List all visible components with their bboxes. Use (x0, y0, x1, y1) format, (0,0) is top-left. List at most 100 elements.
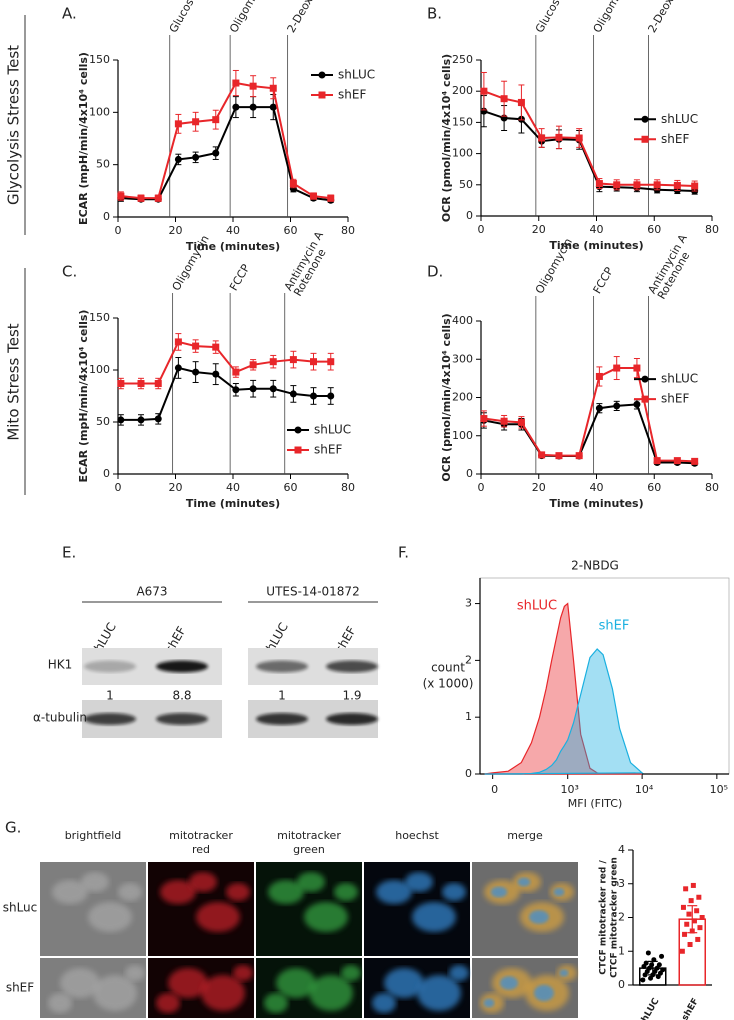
x-tick-label: 10⁵ (710, 783, 728, 796)
marker (656, 962, 662, 968)
cell (168, 968, 208, 998)
legend-label: shEF (338, 88, 366, 102)
marker (688, 898, 694, 904)
series-line (120, 366, 331, 421)
column-label: hoechst (395, 829, 439, 842)
y-tick-label: 1 (618, 944, 625, 957)
panel-label: C. (62, 263, 77, 281)
row-label: shEF (6, 981, 34, 995)
marker (691, 182, 699, 190)
y-tick-label: 150 (452, 115, 473, 128)
marker (327, 194, 335, 202)
marker (294, 446, 302, 454)
marker (480, 415, 488, 423)
series-line (120, 81, 331, 200)
cell (189, 872, 217, 892)
y-tick-label: 1 (465, 710, 472, 723)
series-label: shEF (599, 619, 630, 634)
marker (480, 107, 488, 115)
marker (249, 103, 257, 111)
nucleus (483, 998, 495, 1008)
marker (137, 416, 145, 424)
x-axis-label: Time (minutes) (186, 240, 280, 253)
marker (575, 134, 583, 142)
column-label: mitotracker (277, 829, 341, 842)
series-label: shLUC (517, 599, 557, 614)
band-ratio: 1 (278, 689, 286, 703)
cell (60, 968, 100, 998)
y-tick-label: 50 (96, 415, 110, 428)
x-tick-label: 40 (226, 224, 240, 237)
panel-label: G. (5, 819, 21, 837)
x-tick-label: 0 (115, 481, 122, 494)
marker (289, 356, 297, 364)
marker (595, 404, 603, 412)
event-label: FCCP (227, 262, 253, 293)
marker (232, 368, 240, 376)
marker (212, 370, 220, 378)
marker (174, 338, 182, 346)
x-axis-label: Time (minutes) (549, 497, 643, 510)
event-label: 2-Deoxyglucose (645, 0, 700, 35)
x-tick-label: 80 (341, 481, 355, 494)
event-label: Glucose (533, 0, 566, 35)
nucleus (529, 910, 549, 924)
x-tick-label: 0 (491, 783, 498, 796)
cell (297, 872, 325, 892)
band-ratio: 8.8 (172, 689, 191, 703)
y-tick-label: 100 (452, 429, 473, 442)
blot-group-label: UTES-14-01872 (266, 585, 359, 599)
event-label: FCCP (591, 265, 617, 296)
marker (695, 936, 701, 942)
marker (690, 882, 696, 888)
marker (687, 942, 693, 947)
cell (309, 975, 353, 1011)
y-tick-label: 250 (452, 53, 473, 66)
y-tick-label: 200 (452, 391, 473, 404)
marker (641, 395, 649, 403)
x-tick-label: 0 (115, 224, 122, 237)
nucleus (500, 976, 518, 990)
blot-row-label: HK1 (48, 658, 73, 672)
nucleus (517, 877, 531, 887)
nucleus (559, 969, 569, 977)
marker (174, 120, 182, 128)
x-tick-label: shEF (680, 997, 701, 1020)
marker (192, 153, 200, 161)
x-tick-label: 40 (590, 481, 604, 494)
marker (653, 181, 661, 189)
marker (538, 134, 546, 142)
x-tick-label: 0 (478, 223, 485, 236)
marker (633, 364, 641, 372)
marker (249, 361, 257, 369)
nucleus (553, 887, 565, 897)
marker (538, 451, 546, 459)
marker (683, 886, 689, 892)
blot-band (326, 660, 378, 673)
marker (555, 133, 563, 141)
y-axis-label: OCR (pmol/min/4x10⁴ cells) (440, 54, 453, 222)
marker (686, 911, 692, 917)
x-tick-label: 20 (532, 481, 546, 494)
marker (269, 103, 277, 111)
cell (276, 968, 316, 998)
y-tick-label: 400 (452, 314, 473, 327)
x-tick-label: 20 (532, 223, 546, 236)
marker (174, 155, 182, 163)
marker (595, 180, 603, 188)
y-tick-label: 2 (618, 911, 625, 924)
event-label: 2-Deoxyglucose (285, 0, 340, 35)
legend-label: shLUC (661, 372, 698, 386)
cell (405, 872, 433, 892)
y-tick-label: 0 (466, 467, 473, 480)
marker (154, 415, 162, 423)
section-label: Glycolysis Stress Test (5, 45, 23, 205)
marker (696, 894, 702, 900)
marker (154, 194, 162, 202)
y-tick-label: 3 (465, 597, 472, 610)
y-tick-label: 2 (465, 653, 472, 666)
marker (673, 457, 681, 465)
legend-label: shEF (661, 392, 689, 406)
panel-label: E. (62, 544, 76, 562)
marker (649, 962, 655, 968)
